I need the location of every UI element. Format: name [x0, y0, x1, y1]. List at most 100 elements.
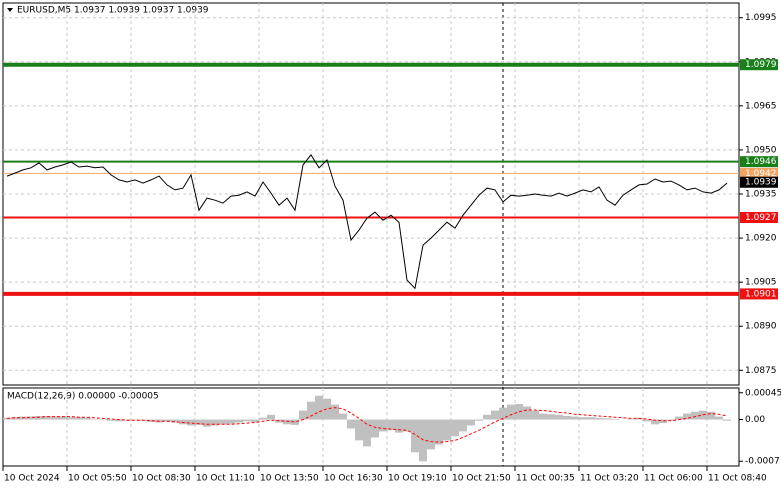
- macd-bar: [451, 419, 459, 437]
- macd-bar: [147, 419, 155, 422]
- macd-bar: [67, 417, 75, 420]
- macd-bar: [227, 419, 235, 424]
- macd-bar: [659, 419, 667, 424]
- level-label: 1.0979: [745, 60, 777, 70]
- x-tick-label: 10 Oct 13:50: [260, 474, 319, 484]
- macd-bar: [683, 413, 691, 420]
- macd-bar: [483, 414, 491, 420]
- macd-bar: [611, 418, 619, 420]
- macd-bar: [403, 419, 411, 432]
- macd-bar: [707, 411, 715, 420]
- macd-bar: [547, 414, 555, 420]
- macd-bar: [267, 414, 275, 420]
- level-label: 1.0946: [745, 157, 777, 167]
- y-tick-label: 0.00: [745, 415, 765, 425]
- menu-triangle: [7, 8, 13, 12]
- macd-bar: [499, 407, 507, 420]
- macd-bar: [539, 413, 547, 420]
- level-label: 1.0901: [745, 289, 777, 299]
- macd-bar: [419, 419, 427, 462]
- macd-bar: [491, 410, 499, 420]
- macd-bar: [331, 404, 339, 420]
- x-tick-label: 11 Oct 00:35: [516, 474, 575, 484]
- macd-bar: [59, 416, 67, 420]
- y-tick-label: 0.00045: [745, 388, 781, 398]
- macd-bar: [347, 419, 355, 429]
- macd-bar: [323, 398, 331, 420]
- macd-bar: [467, 419, 475, 426]
- macd-bar: [307, 401, 315, 420]
- y-tick-label: 1.0890: [745, 322, 777, 332]
- macd-bar: [291, 419, 299, 425]
- macd-bar: [371, 419, 379, 438]
- macd-bar: [179, 419, 187, 425]
- signal-line: [6, 407, 728, 443]
- macd-bar: [35, 415, 43, 420]
- macd-bar: [219, 419, 227, 425]
- macd-bar: [387, 419, 395, 431]
- macd-bar: [675, 416, 683, 420]
- x-tick-label: 11 Oct 06:00: [644, 474, 703, 484]
- macd-bar: [571, 416, 579, 420]
- y-tick-label: 1.0935: [745, 190, 777, 200]
- y-tick-label: 1.0920: [745, 234, 777, 244]
- macd-bar: [339, 413, 347, 420]
- macd-bar: [91, 418, 99, 420]
- macd-bar: [51, 416, 59, 420]
- last-price-label: 1.0939: [745, 178, 777, 188]
- macd-bar: [723, 419, 731, 421]
- macd-bar: [379, 419, 387, 432]
- macd-bar: [555, 414, 563, 420]
- macd-bar: [651, 419, 659, 425]
- macd-bar: [667, 419, 675, 421]
- macd-bar: [107, 419, 115, 421]
- macd-bar: [523, 406, 531, 420]
- macd-bar: [595, 417, 603, 420]
- macd-bar: [531, 410, 539, 420]
- macd-bar: [187, 419, 195, 426]
- macd-bar: [587, 417, 595, 420]
- macd-bar: [11, 417, 19, 420]
- macd-bar: [115, 419, 123, 422]
- level-label-box: [740, 156, 778, 168]
- macd-bar: [411, 419, 419, 453]
- macd-bar: [627, 418, 635, 420]
- macd-bar: [283, 419, 291, 425]
- macd-bar: [195, 419, 203, 425]
- macd-bar: [515, 404, 523, 420]
- macd-bar: [475, 419, 483, 421]
- macd-bar: [395, 419, 403, 433]
- macd-bar: [99, 419, 107, 421]
- level-label: 1.0942: [745, 169, 777, 179]
- macd-bar: [171, 419, 179, 423]
- macd-bar: [459, 419, 467, 432]
- level-label-box: [740, 212, 778, 224]
- level-label-box: [740, 167, 778, 179]
- macd-bar: [75, 417, 83, 420]
- x-tick-label: 10 Oct 19:10: [388, 474, 447, 484]
- macd-bar: [691, 411, 699, 420]
- macd-bar: [443, 419, 451, 441]
- macd-bar: [131, 419, 139, 421]
- macd-bar: [579, 417, 587, 420]
- macd-bar: [643, 419, 651, 422]
- macd-bar: [27, 416, 35, 420]
- y-tick-label: -0.0007: [745, 457, 780, 467]
- level-label: 1.0927: [745, 213, 777, 223]
- macd-bar: [435, 419, 443, 445]
- y-tick-label: 1.0950: [745, 145, 777, 155]
- macd-bar: [299, 410, 307, 420]
- x-tick-label: 11 Oct 03:20: [580, 474, 639, 484]
- y-tick-label: 1.0905: [745, 278, 777, 288]
- x-tick-label: 10 Oct 21:50: [452, 474, 511, 484]
- macd-bar: [43, 415, 51, 420]
- x-tick-label: 10 Oct 11:10: [196, 474, 255, 484]
- macd-bar: [251, 419, 259, 422]
- macd-bar: [563, 415, 571, 420]
- macd-bar: [363, 419, 371, 447]
- macd-bar: [211, 419, 219, 426]
- macd-bar: [163, 419, 171, 422]
- macd-bar: [315, 395, 323, 420]
